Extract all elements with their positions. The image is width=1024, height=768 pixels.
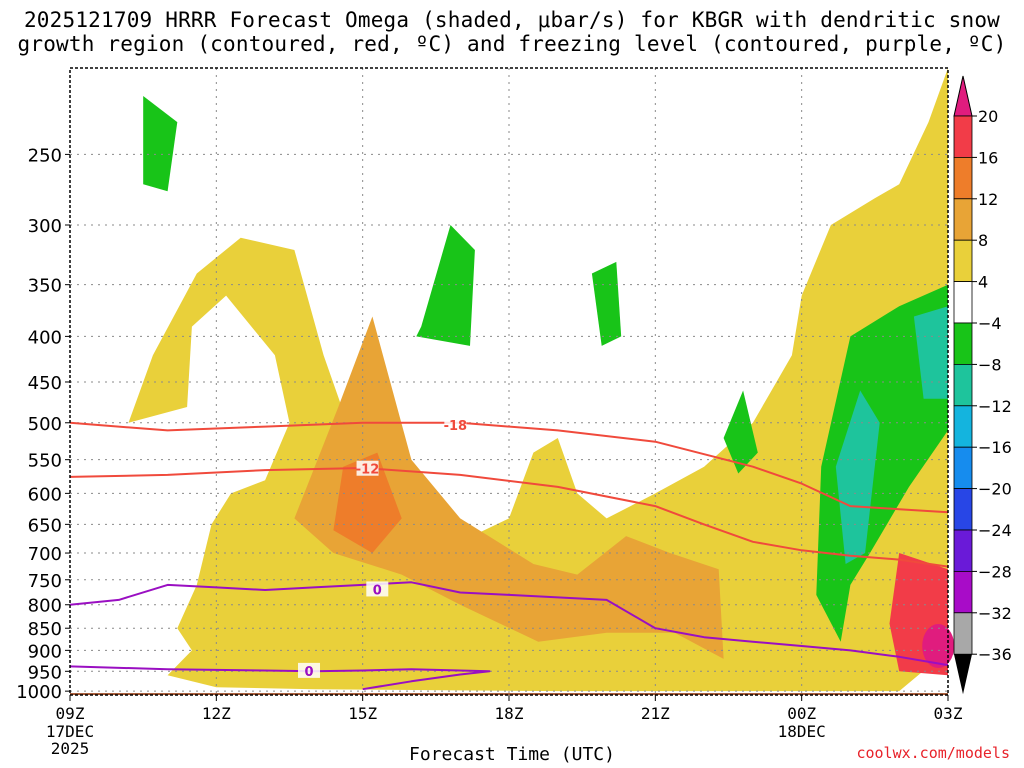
y-tick-label-550: 550 [28, 451, 62, 472]
title-line-2: growth region (contoured, red, ºC) and f… [17, 32, 1007, 56]
colorbar-bin-11 [953, 571, 973, 614]
colorbar-label-8: −16 [978, 438, 1012, 457]
y-tick-label-450: 450 [28, 373, 62, 394]
x-year-label: 2025 [51, 739, 90, 758]
colorbar-label-10: −24 [978, 521, 1012, 540]
omega-shading [128, 68, 955, 692]
contour-label-bg-3 [298, 662, 321, 678]
colorbar-bin-8 [953, 446, 973, 490]
colorbar-label-4: 4 [978, 273, 988, 292]
contour-line--12-1 [69, 467, 949, 568]
colorbar-label-1: 16 [978, 148, 998, 167]
y-tick-label-850: 850 [28, 619, 62, 640]
colorbar-bin-9 [953, 488, 973, 531]
colorbar-label-11: −28 [978, 562, 1012, 581]
omega-core-teal-2 [913, 306, 948, 399]
colorbar-bin-5 [953, 322, 973, 365]
colorbar-label-3: 8 [978, 231, 988, 250]
colorbar: 20 16 12 8 4 −4 −8 −12 −16 −20 −24 −28 −32 −36 [953, 75, 1012, 695]
title-line-1: 2025121709 HRRR Forecast Omega (shaded, … [23, 8, 1001, 32]
ground-strip [70, 693, 948, 695]
x-tick-label-18Z: 18Z [495, 704, 524, 723]
colorbar-bottom-arrow [954, 654, 972, 695]
omega-region-2 [333, 452, 402, 553]
y-tick-label-250: 250 [28, 145, 62, 166]
y-tick-label-650: 650 [28, 515, 62, 536]
x-tick-label-15Z: 15Z [348, 704, 377, 723]
colorbar-bin-3 [953, 239, 973, 282]
colorbar-label-13: −36 [978, 645, 1012, 664]
y-tick-label-750: 750 [28, 571, 62, 592]
omega-core-magenta [922, 624, 955, 669]
contour-label-bg-2 [366, 581, 389, 597]
x-tick-label-03Z: 03Z [934, 704, 963, 723]
x-date-label-18DEC: 18DEC [778, 722, 826, 741]
contour-label-bg-1 [356, 460, 379, 476]
x-date-label-17DEC: 17DEC [46, 722, 94, 741]
x-tick-label-09Z: 09Z [56, 704, 85, 723]
colorbar-bin-10 [953, 529, 973, 572]
y-tick-label-400: 400 [28, 327, 62, 348]
colorbar-label-7: −12 [978, 397, 1012, 416]
contour-line-0-3 [69, 665, 491, 691]
x-axis-title: Forecast Time (UTC) [409, 744, 615, 765]
colorbar-bin-0 [953, 115, 973, 158]
omega-region-7 [723, 390, 758, 474]
colorbar-label-0: 20 [978, 107, 998, 126]
contour-label-2: 0 [373, 583, 382, 598]
chart-title: 2025121709 HRRR Forecast Omega (shaded, … [0, 8, 1024, 56]
omega-region-1 [294, 316, 724, 659]
omega-region-5 [416, 225, 475, 346]
contour-label-0: -18 [444, 419, 468, 434]
colorbar-label-5: −4 [978, 314, 1002, 333]
colorbar-bin-6 [953, 363, 973, 407]
y-tick-label-700: 700 [28, 544, 62, 565]
contour-label-1: -12 [356, 463, 380, 478]
colorbar-bin-12 [953, 612, 973, 655]
y-tick-label-350: 350 [28, 276, 62, 297]
colorbar-bin-7 [953, 405, 973, 448]
colorbar-bin-4 [953, 281, 973, 324]
y-tick-label-800: 800 [28, 596, 62, 617]
colorbar-bin-1 [953, 156, 973, 200]
omega-core-teal [835, 390, 880, 564]
colorbar-label-9: −20 [978, 480, 1012, 499]
colorbar-label-6: −8 [978, 355, 1002, 374]
y-tick-label-900: 900 [28, 641, 62, 662]
colorbar-bin-2 [953, 198, 973, 241]
contours [69, 421, 949, 691]
x-tick-label-21Z: 21Z [641, 704, 670, 723]
y-tick-label-500: 500 [28, 414, 62, 435]
x-tick-label-00Z: 00Z [787, 704, 816, 723]
contour-label-3: 0 [304, 665, 313, 680]
colorbar-label-12: −32 [978, 604, 1012, 623]
source-credit[interactable]: coolwx.com/models [856, 744, 1010, 762]
y-tick-label-950: 950 [28, 662, 62, 683]
colorbar-top-arrow [953, 75, 973, 117]
y-tick-label-300: 300 [28, 216, 62, 237]
y-tick-label-600: 600 [28, 484, 62, 505]
contour-label-bg-0 [444, 417, 467, 433]
omega-region-6 [591, 261, 622, 346]
omega-region-4 [143, 96, 178, 192]
contour-line-0-2 [69, 581, 949, 667]
contour-line--18-0 [69, 421, 949, 514]
x-tick-label-12Z: 12Z [202, 704, 231, 723]
colorbar-label-2: 12 [978, 190, 998, 209]
y-tick-label-1000: 1000 [16, 682, 62, 703]
